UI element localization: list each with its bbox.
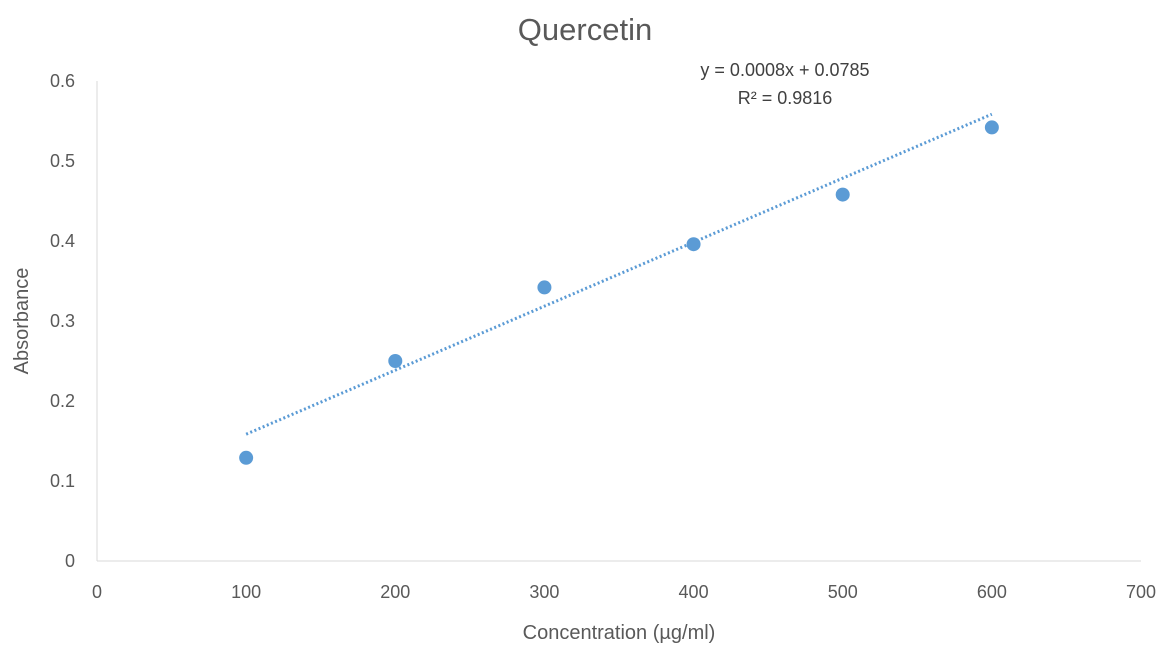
x-tick-label: 200 [380,582,410,602]
y-tick-label: 0.1 [50,471,75,491]
trendline-equation: y = 0.0008x + 0.0785 [700,60,869,80]
x-tick-label: 300 [529,582,559,602]
data-point [686,237,701,252]
data-point [537,280,552,295]
x-tick-label: 600 [977,582,1007,602]
y-tick-label: 0.5 [50,151,75,171]
x-tick-label: 500 [828,582,858,602]
x-tick-labels: 0 100 200 300 400 500 600 700 [92,582,1156,602]
y-tick-label: 0.4 [50,231,75,251]
data-points [239,120,999,465]
trendline [245,112,993,436]
data-point [388,354,403,368]
y-tick-label: 0.6 [50,71,75,91]
x-tick-label: 400 [679,582,709,602]
data-point [239,450,254,465]
data-point [835,187,850,202]
data-point [984,120,999,135]
trendline-group [245,112,993,436]
x-tick-label: 100 [231,582,261,602]
y-axis-title: Absorbance [11,268,33,375]
axes [96,81,1141,562]
x-tick-label: 0 [92,582,102,602]
y-tick-label: 0.3 [50,311,75,331]
y-tick-label: 0 [65,551,75,571]
x-tick-label: 700 [1126,582,1156,602]
y-tick-label: 0.2 [50,391,75,411]
r-squared-label: R² = 0.9816 [738,88,833,108]
y-tick-labels: 0 0.1 0.2 0.3 0.4 0.5 0.6 [50,71,75,571]
chart-title: Quercetin [518,12,652,47]
x-axis-title: Concentration (µg/ml) [523,622,716,644]
